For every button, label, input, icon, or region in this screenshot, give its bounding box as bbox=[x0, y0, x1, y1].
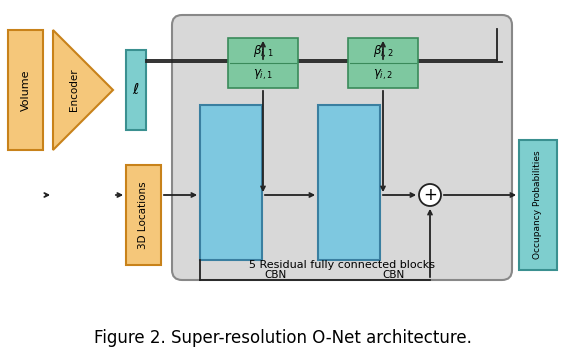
Bar bbox=[200, 105, 262, 260]
Text: Encoder: Encoder bbox=[69, 69, 79, 111]
Text: Occupancy Probabilities: Occupancy Probabilities bbox=[534, 151, 542, 259]
Text: Figure 2. Super-resolution O-Net architecture.: Figure 2. Super-resolution O-Net archite… bbox=[94, 329, 472, 347]
Bar bbox=[318, 105, 380, 260]
Text: Volume: Volume bbox=[20, 69, 31, 111]
Polygon shape bbox=[53, 30, 113, 150]
Text: $\beta_{i,1}$: $\beta_{i,1}$ bbox=[253, 44, 273, 59]
Bar bbox=[8, 30, 43, 150]
Text: CBN: CBN bbox=[264, 270, 286, 280]
Bar bbox=[126, 50, 146, 130]
Text: 5 Residual fully connected blocks: 5 Residual fully connected blocks bbox=[249, 260, 435, 270]
Bar bbox=[126, 165, 161, 265]
Text: $\ell$: $\ell$ bbox=[132, 82, 140, 97]
Text: +: + bbox=[423, 186, 437, 204]
Text: $\gamma_{i,2}$: $\gamma_{i,2}$ bbox=[373, 67, 393, 82]
Bar bbox=[348, 38, 418, 88]
Bar bbox=[519, 140, 557, 270]
Text: $\beta_{i,2}$: $\beta_{i,2}$ bbox=[373, 44, 393, 59]
FancyBboxPatch shape bbox=[172, 15, 512, 280]
Bar bbox=[228, 38, 298, 88]
Text: 3D Locations: 3D Locations bbox=[139, 181, 148, 249]
Text: CBN: CBN bbox=[382, 270, 404, 280]
Circle shape bbox=[419, 184, 441, 206]
Text: $\gamma_{i,1}$: $\gamma_{i,1}$ bbox=[253, 67, 273, 82]
